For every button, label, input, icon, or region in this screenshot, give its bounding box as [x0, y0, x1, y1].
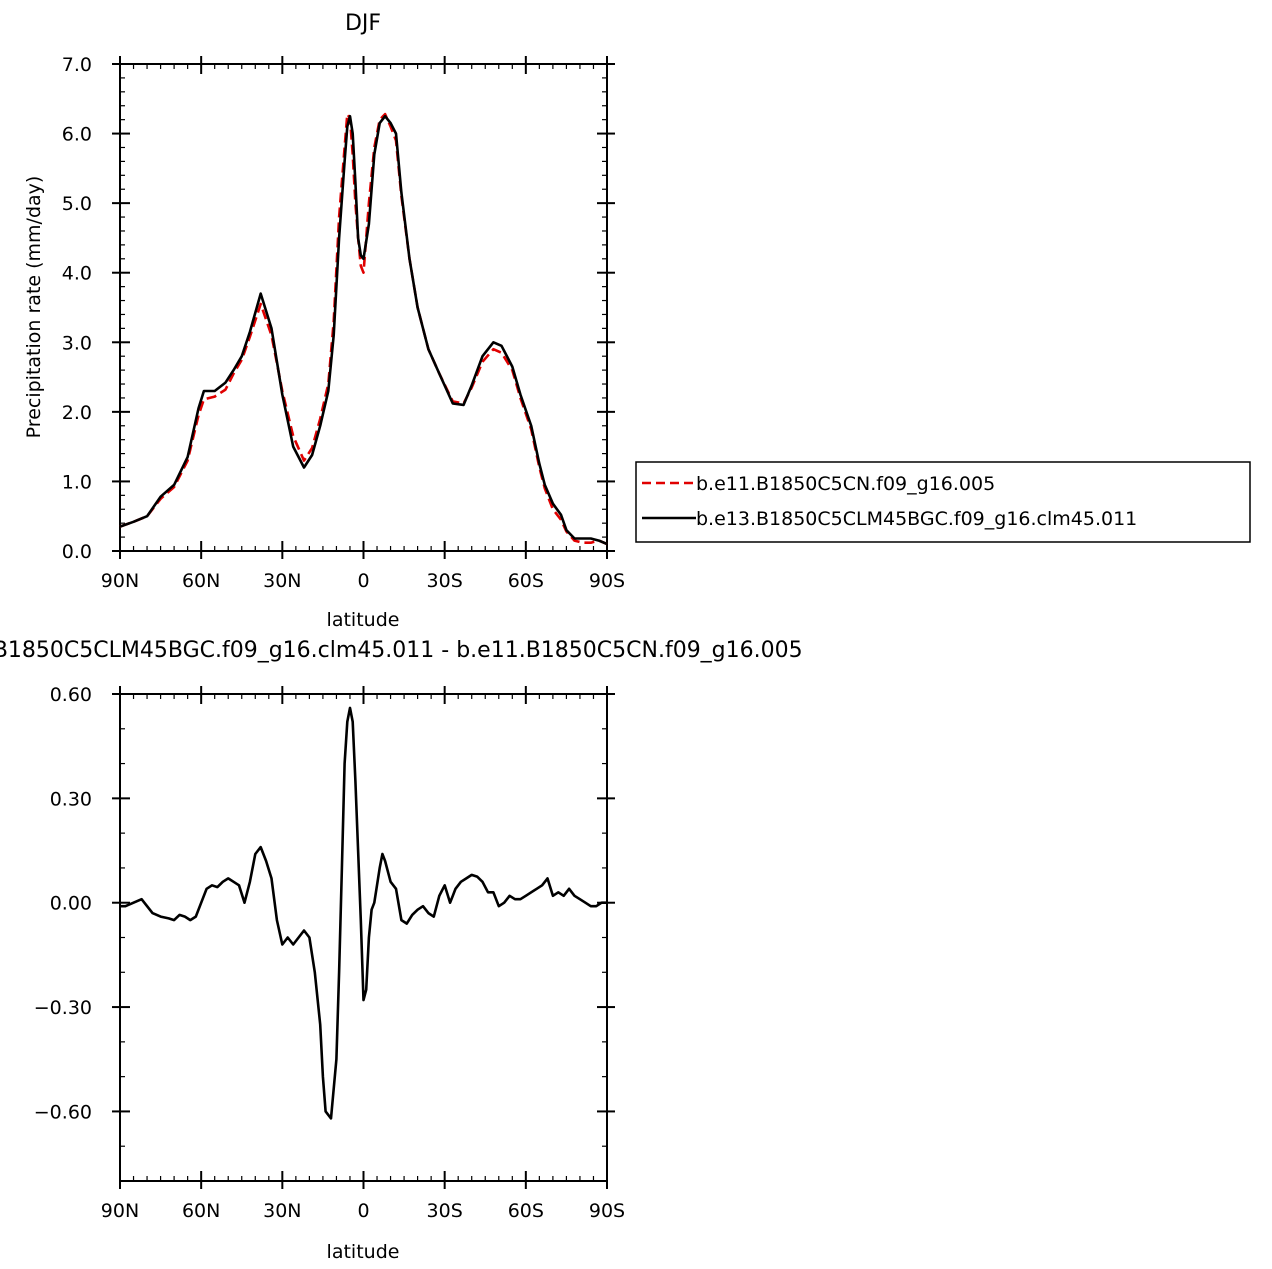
- bottom-y-tick-label: −0.30: [34, 997, 92, 1019]
- top-y-tick-label: 4.0: [62, 263, 92, 285]
- top-x-tick-label: 30S: [427, 570, 463, 592]
- legend: b.e11.B1850C5CN.f09_g16.005 b.e13.B1850C…: [635, 461, 1251, 543]
- top-x-tick-label: 90S: [589, 570, 625, 592]
- legend-label-series-1: b.e11.B1850C5CN.f09_g16.005: [696, 473, 995, 495]
- bottom-panel-title: b.e13.B1850C5CLM45BGC.f09_g16.clm45.011 …: [0, 638, 803, 663]
- bottom-x-tick-label: 30S: [427, 1200, 463, 1222]
- bottom-x-tick-label: 60N: [182, 1200, 220, 1222]
- top-x-tick-label: 0: [357, 570, 369, 592]
- bottom-x-tick-label: 90S: [589, 1200, 625, 1222]
- top-series-line-1: [119, 112, 608, 546]
- top-x-tick-label: 30N: [263, 570, 301, 592]
- top-y-axis-label: Precipitation rate (mm/day): [23, 176, 45, 439]
- top-plot-frame: [119, 63, 608, 552]
- legend-box: [635, 461, 1251, 543]
- bottom-x-axis-label: latitude: [327, 1241, 400, 1263]
- top-y-tick-label: 7.0: [62, 54, 92, 76]
- bottom-series-line-1: [120, 706, 607, 1120]
- top-y-tick-label: 3.0: [62, 332, 92, 354]
- bottom-y-tick-label: −0.60: [34, 1101, 92, 1123]
- bottom-panel: b.e13.B1850C5CLM45BGC.f09_g16.clm45.011 …: [0, 638, 803, 1263]
- top-plot-area: 90N 60N 30N 0 30S 60S 90S 0.0 1.0 2.0 3.0 4.0 5.0 6.0…: [62, 54, 625, 592]
- top-y-tick-label: 6.0: [62, 124, 92, 146]
- top-series-line-2: [119, 114, 608, 546]
- top-y-tick-label: 5.0: [62, 193, 92, 215]
- top-y-tick-label: 1.0: [62, 471, 92, 493]
- legend-label-series-2: b.e13.B1850C5CLM45BGC.f09_g16.clm45.011: [696, 508, 1137, 530]
- bottom-x-tick-label: 30N: [263, 1200, 301, 1222]
- bottom-y-tick-label: 0.60: [50, 684, 92, 706]
- bottom-plot-area: 90N 60N 30N 0 30S 60S 90S −0.60 −0.30 0.00 0.30 0.6…: [34, 684, 625, 1222]
- bottom-x-tick-label: 60S: [508, 1200, 544, 1222]
- top-panel: DJF 90N 60N 30N 0 30S 60S 90S 0.0 1.0 2.0 3.0 4.0 5.…: [23, 11, 625, 631]
- top-y-tick-label: 0.0: [62, 541, 92, 563]
- top-x-tick-label: 60N: [182, 570, 220, 592]
- top-panel-title: DJF: [345, 11, 381, 36]
- bottom-x-tick-label: 0: [357, 1200, 369, 1222]
- top-x-axis-label: latitude: [327, 609, 400, 631]
- top-y-tick-label: 2.0: [62, 402, 92, 424]
- bottom-x-tick-label: 90N: [101, 1200, 139, 1222]
- bottom-y-tick-label: 0.30: [50, 788, 92, 810]
- bottom-plot-frame: [119, 693, 608, 1182]
- top-x-tick-label: 90N: [101, 570, 139, 592]
- bottom-y-tick-label: 0.00: [50, 893, 92, 915]
- top-x-tick-label: 60S: [508, 570, 544, 592]
